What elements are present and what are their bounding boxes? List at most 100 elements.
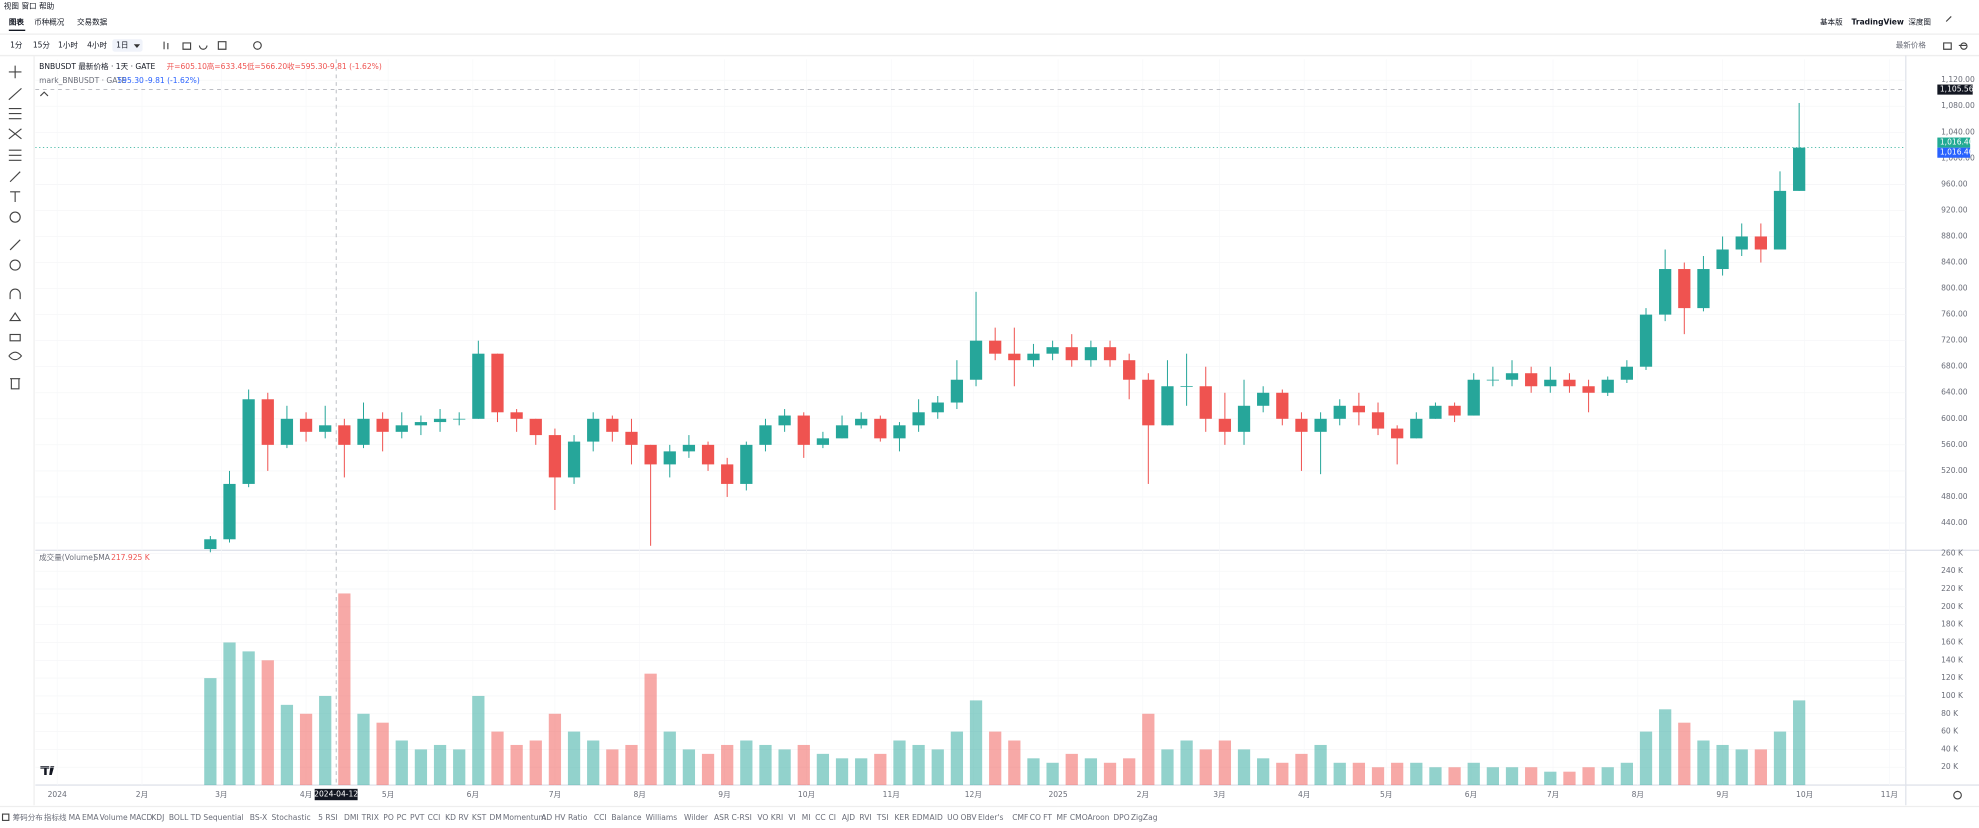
menu-item[interactable]: 帮助	[39, 0, 55, 10]
indicator-link[interactable]: TRIX	[361, 813, 379, 822]
candle-body	[1563, 379, 1576, 387]
indicator-link[interactable]: VO	[757, 813, 768, 822]
indicator-link[interactable]: MI	[802, 813, 811, 822]
indicator-link[interactable]: CCI	[594, 813, 607, 822]
tool-brush[interactable]	[9, 171, 21, 183]
indicator-link[interactable]: ASR	[714, 813, 730, 822]
indicator-link[interactable]: MA	[69, 813, 82, 822]
indicator-link[interactable]: Aroon	[1087, 813, 1109, 822]
indicator-link[interactable]: MACD	[130, 813, 153, 822]
indicator-link[interactable]: KD	[445, 813, 456, 822]
indicator-link[interactable]: CMF	[1012, 813, 1028, 822]
tool-zoom[interactable]	[9, 259, 21, 271]
volume-bar	[395, 740, 408, 786]
indicator-link[interactable]: EDM	[912, 813, 929, 822]
tool-lock[interactable]	[9, 333, 21, 342]
dropdown-icon[interactable]	[133, 44, 141, 48]
indicator-link[interactable]: MF	[1057, 813, 1068, 822]
price-source[interactable]: 最新价格	[1896, 39, 1927, 49]
collapse-icon[interactable]	[39, 91, 49, 97]
indicator-link[interactable]: Stochastic	[271, 813, 310, 822]
tab[interactable]: 图表	[9, 17, 25, 27]
header-link[interactable]: 基本版	[1820, 17, 1843, 27]
indicator-link[interactable]: BOLL	[169, 813, 189, 822]
indicator-link[interactable]: RVI	[859, 813, 871, 822]
header-link[interactable]: 深度图	[1908, 17, 1931, 27]
y-tick-label: 1,040.00	[1941, 127, 1975, 136]
tool-fib[interactable]	[8, 149, 22, 161]
indicator-link[interactable]: BS-X	[250, 813, 267, 822]
indicator-link[interactable]: 5 RSI	[318, 813, 338, 822]
interval[interactable]: 1日	[116, 40, 128, 49]
indicator-link[interactable]: Volume	[100, 813, 128, 822]
tool-text[interactable]	[10, 191, 21, 202]
indicator-link[interactable]: EMA	[82, 813, 99, 822]
tool-stay[interactable]	[9, 312, 22, 322]
volume-bar	[414, 749, 428, 786]
indicator-link[interactable]: RV	[459, 813, 470, 822]
indicator-link[interactable]: PO	[383, 813, 394, 822]
tool-emoji[interactable]	[9, 211, 21, 223]
indicator-link[interactable]: DPO	[1113, 813, 1129, 822]
indicator-link[interactable]: KDJ	[151, 813, 164, 822]
indicator-link[interactable]: Williams	[646, 813, 678, 822]
indicator-link[interactable]: TSI	[876, 813, 889, 822]
indicator-link[interactable]: KST	[472, 813, 487, 822]
tab[interactable]: 币种概况	[34, 17, 65, 27]
checkbox[interactable]	[1, 813, 10, 821]
indicator-link[interactable]: AD	[541, 813, 552, 822]
indicator-link[interactable]: OBV	[960, 813, 977, 822]
indicator-link[interactable]: Balance	[611, 813, 642, 822]
indicator-link[interactable]: Ratio	[568, 813, 588, 822]
tool-trendline[interactable]	[8, 87, 22, 101]
tool-delete[interactable]	[10, 378, 21, 390]
indicator-link[interactable]: DM	[489, 813, 501, 822]
header-link[interactable]: TradingView	[1852, 18, 1904, 27]
indicator-link[interactable]: Wilder	[684, 813, 709, 822]
indicator-link[interactable]: ZigZag	[1131, 813, 1158, 822]
settings-icon[interactable]	[1953, 790, 1962, 800]
toolbar-icon[interactable]	[163, 41, 262, 50]
tool-ruler[interactable]	[9, 239, 21, 251]
indicator-link[interactable]: 筹码分布	[13, 812, 44, 822]
tool-pattern[interactable]	[8, 128, 22, 140]
tool-lines[interactable]	[8, 107, 22, 120]
indicator-link[interactable]: FT	[1043, 813, 1052, 822]
indicator-link[interactable]: PVT	[410, 813, 425, 822]
candle-body	[1314, 418, 1327, 432]
x-tick-label: 5月	[382, 790, 394, 799]
indicator-link[interactable]: CO	[1030, 813, 1041, 822]
interval[interactable]: 15分	[33, 40, 51, 49]
interval[interactable]: 4小时	[87, 39, 107, 49]
indicator-link[interactable]: CI	[828, 813, 836, 822]
indicator-link[interactable]: HV	[555, 813, 567, 822]
settings-icon[interactable]	[1960, 42, 1968, 50]
interval[interactable]: 1分	[10, 40, 23, 49]
toolbar-icon[interactable]	[1943, 16, 1967, 50]
indicator-link[interactable]: KRI	[771, 813, 783, 822]
indicator-link[interactable]: TD Sequential	[190, 813, 244, 822]
indicator-link[interactable]: KER	[894, 813, 910, 822]
indicator-link[interactable]: Momentum	[503, 813, 546, 822]
indicator-link[interactable]: DMI	[344, 813, 359, 822]
volume-bar	[338, 593, 351, 786]
indicator-link[interactable]: CC	[815, 813, 826, 822]
indicator-link[interactable]: PC	[397, 813, 407, 822]
menu-item[interactable]: 窗口	[21, 0, 36, 10]
indicator-link[interactable]: C-RSI	[732, 813, 752, 822]
tool-hide[interactable]	[8, 351, 23, 361]
indicator-link[interactable]: UO	[947, 813, 959, 822]
tab[interactable]: 交易数据	[77, 17, 108, 27]
menu-item[interactable]: 视图	[4, 0, 19, 10]
indicator-link[interactable]: Elder's	[978, 813, 1004, 822]
y-tick-label: 480.00	[1941, 492, 1968, 501]
indicator-link[interactable]: AID	[930, 813, 943, 822]
indicator-link[interactable]: VI	[788, 813, 795, 822]
interval[interactable]: 1小时	[58, 39, 78, 49]
indicator-link[interactable]: 指标线	[44, 812, 67, 822]
indicator-link[interactable]: AJD	[842, 813, 855, 822]
indicator-link[interactable]: CCI	[428, 813, 441, 822]
indicator-link[interactable]: CMO	[1070, 813, 1088, 822]
tool-magnet[interactable]	[9, 288, 21, 300]
tool-crosshair[interactable]	[8, 65, 22, 79]
